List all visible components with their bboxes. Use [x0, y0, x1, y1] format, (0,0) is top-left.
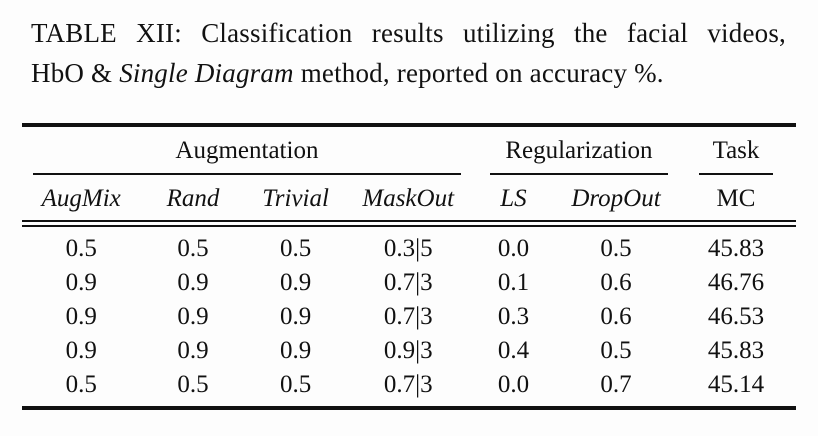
cell: 0.4	[497, 337, 530, 364]
caption-line2-prefix: HbO &	[31, 58, 120, 88]
column-header-maskout: MaskOut	[345, 175, 471, 227]
caption-method-name: Single Diagram	[119, 58, 294, 88]
cell: 0.5	[65, 371, 97, 398]
column-header-mc: MC	[675, 175, 796, 227]
cell: 0.6	[600, 269, 632, 296]
caption-line2-suffix: method, reported on accuracy %.	[293, 58, 664, 88]
group-header-augmentation: Augmentation	[22, 125, 471, 175]
cell: 0.5	[279, 371, 312, 398]
column-header-dropout: DropOut	[556, 175, 676, 227]
table-caption: TABLE XII: Classification results utiliz…	[31, 13, 786, 93]
column-header-augmix: AugMix	[22, 175, 141, 227]
group-header-regularization: Regularization	[471, 125, 676, 175]
cell: 0.5	[177, 235, 209, 262]
accuracy-value: 45.83	[707, 235, 765, 262]
cell: 0.9	[279, 337, 312, 364]
accuracy-value: 46.53	[707, 303, 765, 330]
table-row: 0.9 0.9 0.9 0.7|3 0.3 0.6 46.53	[22, 300, 796, 334]
column-header-row: AugMix Rand Trivial MaskOut LS DropOut M…	[22, 175, 796, 227]
cell: 0.7|3	[383, 269, 433, 296]
table-row: 0.5 0.5 0.5 0.7|3 0.0 0.7 45.14	[22, 368, 796, 408]
column-header-rand: Rand	[140, 175, 246, 227]
cell: 0.7	[600, 371, 632, 398]
column-header-ls: LS	[470, 175, 557, 227]
results-table: Augmentation Regularization Task AugMix …	[22, 123, 796, 410]
cell: 0.5	[600, 235, 632, 262]
cell: 0.1	[497, 269, 530, 296]
cell: 0.5	[177, 371, 209, 398]
cell: 0.9	[65, 303, 97, 330]
table-row: 0.5 0.5 0.5 0.3|5 0.0 0.5 45.83	[22, 224, 796, 267]
group-header-task: Task	[676, 125, 796, 175]
cell: 0.5	[279, 235, 312, 262]
cell: 0.7|3	[383, 371, 433, 398]
table-row: 0.9 0.9 0.9 0.9|3 0.4 0.5 45.83	[22, 334, 796, 368]
cell: 0.0	[497, 371, 530, 398]
cell: 0.9	[279, 303, 312, 330]
group-header-row: Augmentation Regularization Task	[22, 125, 796, 175]
column-header-trivial: Trivial	[245, 175, 346, 227]
cell: 0.9	[177, 269, 209, 296]
caption-line-1: TABLE XII: Classification results utiliz…	[31, 18, 786, 48]
cell: 0.9|3	[383, 337, 433, 364]
cell: 0.9	[65, 269, 97, 296]
cell: 0.5	[65, 235, 97, 262]
cell: 0.7|3	[383, 303, 433, 330]
cell: 0.3	[497, 303, 530, 330]
cell: 0.3|5	[383, 235, 433, 262]
cell: 0.6	[600, 303, 632, 330]
cell: 0.9	[65, 337, 97, 364]
accuracy-value: 45.83	[707, 337, 765, 364]
cell: 0.9	[177, 337, 209, 364]
cell: 0.5	[600, 337, 632, 364]
best-accuracy-value: 46.76	[707, 269, 765, 296]
cell: 0.9	[177, 303, 209, 330]
caption-line-2: HbO & Single Diagram method, reported on…	[31, 53, 786, 93]
accuracy-value: 45.14	[707, 371, 765, 398]
cell: 0.0	[497, 235, 530, 262]
cell: 0.9	[279, 269, 312, 296]
table-row: 0.9 0.9 0.9 0.7|3 0.1 0.6 46.76	[22, 266, 796, 300]
